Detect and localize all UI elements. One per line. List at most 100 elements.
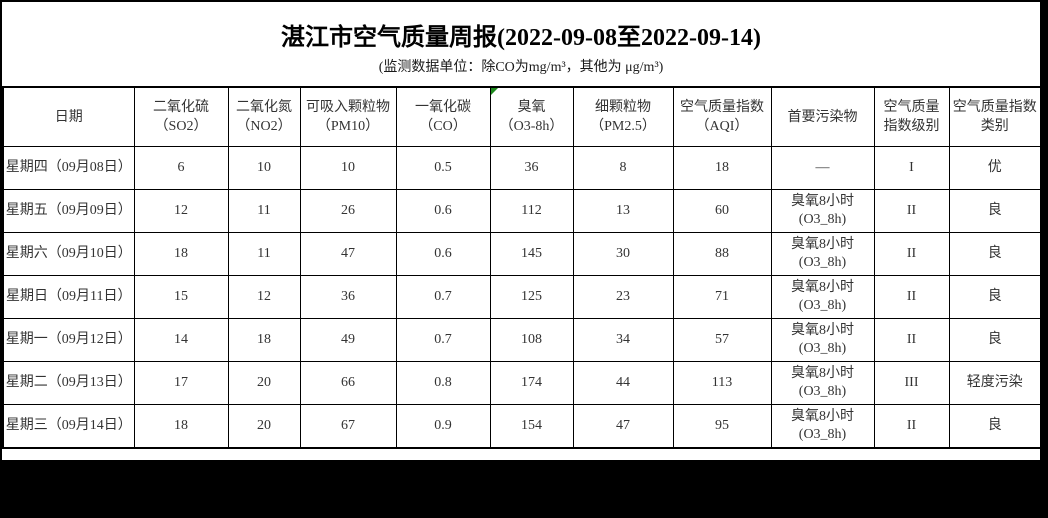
cell-line: (O3_8h) <box>798 341 847 356</box>
cell-line: 首要污染物 <box>787 109 858 125</box>
table-row: 星期日（09月11日） 15 12 36 0.7 125 23 71 臭氧8小时 (O3_8h) I… <box>2 275 1042 319</box>
header-cell-level: 空气质量 指数级别 <box>873 86 950 147</box>
cell-line: 日期 <box>54 109 83 125</box>
cell-pollutant: 臭氧8小时 (O3_8h) <box>770 232 875 276</box>
cell-line: 空气质量 <box>883 100 940 115</box>
cell-so2: 17 <box>133 361 229 405</box>
cell-line: (O3_8h) <box>798 255 847 270</box>
report-title: 湛江市空气质量周报(2022-09-08至2022-09-14) <box>281 25 761 51</box>
report-table: 日期 二氧化硫 （SO2） 二氧化氮 （NO2） 可吸入颗粒物 （PM10） 一氧化碳 （CO）… <box>2 86 1042 449</box>
cell-line: 臭氧8小时 <box>791 409 854 424</box>
table-row: 星期二（09月13日） 17 20 66 0.8 174 44 113 臭氧8小时 (O3_8h)… <box>2 361 1042 405</box>
cell-pm10: 66 <box>299 361 397 405</box>
cell-line: 可吸入颗粒物 <box>306 100 390 115</box>
cell-pm10: 49 <box>299 318 397 362</box>
cell-o3: 154 <box>489 404 574 449</box>
cell-o3: 125 <box>489 275 574 319</box>
cell-pm25: 47 <box>572 404 674 449</box>
cell-so2: 14 <box>133 318 229 362</box>
cell-co: 0.6 <box>395 232 491 276</box>
cell-co: 0.9 <box>395 404 491 449</box>
cell-line: 臭氧8小时 <box>791 366 854 381</box>
cell-level: III <box>873 361 950 405</box>
cell-level: II <box>873 404 950 449</box>
cell-pollutant: 臭氧8小时 (O3_8h) <box>770 189 875 233</box>
cell-level: II <box>873 232 950 276</box>
report-subtitle: (监测数据单位：除CO为mg/m³，其他为 μg/m³) <box>378 60 664 75</box>
cell-line: (O3_8h) <box>798 298 847 313</box>
cell-pm10: 10 <box>299 146 397 190</box>
header-cell-pm10: 可吸入颗粒物 （PM10） <box>299 86 397 147</box>
cell-no2: 11 <box>227 189 301 233</box>
cell-line: 指数级别 <box>883 119 940 134</box>
cell-category: 轻度污染 <box>948 361 1042 405</box>
cell-pm25: 34 <box>572 318 674 362</box>
cell-line: 臭氧 <box>517 100 546 115</box>
cell-pm25: 8 <box>572 146 674 190</box>
cell-category: 优 <box>948 146 1042 190</box>
cell-date: 星期六（09月10日） <box>2 232 135 276</box>
cell-pm25: 44 <box>572 361 674 405</box>
cell-line: 细颗粒物 <box>595 100 651 115</box>
cell-aqi: 60 <box>672 189 772 233</box>
error-indicator-icon <box>491 88 498 95</box>
cell-line: 一氧化碳 <box>415 100 471 115</box>
cell-pm25: 30 <box>572 232 674 276</box>
cell-level: II <box>873 189 950 233</box>
cell-pollutant: 臭氧8小时 (O3_8h) <box>770 361 875 405</box>
cell-date: 星期三（09月14日） <box>2 404 135 449</box>
cell-date: 星期日（09月11日） <box>2 275 135 319</box>
cell-aqi: 57 <box>672 318 772 362</box>
cell-so2: 6 <box>133 146 229 190</box>
header-cell-category: 空气质量指数 类别 <box>948 86 1042 147</box>
cell-co: 0.6 <box>395 189 491 233</box>
cell-pm10: 67 <box>299 404 397 449</box>
cell-so2: 18 <box>133 404 229 449</box>
cell-so2: 18 <box>133 232 229 276</box>
cell-co: 0.8 <box>395 361 491 405</box>
cell-line: （PM10） <box>316 119 380 134</box>
cell-date: 星期五（09月09日） <box>2 189 135 233</box>
cell-line: （CO） <box>419 119 467 134</box>
cell-line: （O3-8h） <box>499 119 564 134</box>
cell-line: 类别 <box>980 119 1009 134</box>
cell-no2: 12 <box>227 275 301 319</box>
cell-no2: 20 <box>227 404 301 449</box>
cell-pm10: 36 <box>299 275 397 319</box>
cell-pollutant: 臭氧8小时 (O3_8h) <box>770 404 875 449</box>
cell-so2: 15 <box>133 275 229 319</box>
cell-aqi: 88 <box>672 232 772 276</box>
cell-line: (O3_8h) <box>798 212 847 227</box>
cell-category: 良 <box>948 275 1042 319</box>
cell-pm10: 47 <box>299 232 397 276</box>
header-cell-o3: 臭氧 （O3-8h） <box>489 86 574 147</box>
cell-category: 良 <box>948 318 1042 362</box>
cell-level: I <box>873 146 950 190</box>
report-table-body: 星期四（09月08日） 6 10 10 0.5 36 8 18— I 优星期五（09月09日） 12… <box>2 146 1042 449</box>
cell-line: 臭氧8小时 <box>791 194 854 209</box>
cell-line: (O3_8h) <box>798 427 847 442</box>
cell-o3: 145 <box>489 232 574 276</box>
cell-line: 臭氧8小时 <box>791 237 854 252</box>
cell-o3: 112 <box>489 189 574 233</box>
cell-line: 二氧化硫 <box>153 100 209 115</box>
cell-category: 良 <box>948 404 1042 449</box>
cell-no2: 20 <box>227 361 301 405</box>
cell-no2: 11 <box>227 232 301 276</box>
cell-o3: 36 <box>489 146 574 190</box>
cell-so2: 12 <box>133 189 229 233</box>
cell-aqi: 18 <box>672 146 772 190</box>
header-cell-no2: 二氧化氮 （NO2） <box>227 86 301 147</box>
cell-level: II <box>873 275 950 319</box>
cell-pm10: 26 <box>299 189 397 233</box>
cell-line: （PM2.5） <box>590 119 656 134</box>
cell-category: 良 <box>948 232 1042 276</box>
header-cell-pollutant: 首要污染物 <box>770 86 875 147</box>
cell-pollutant: 臭氧8小时 (O3_8h) <box>770 275 875 319</box>
cell-line: （NO2） <box>236 119 292 134</box>
cell-line: （SO2） <box>154 119 208 134</box>
cell-category: 良 <box>948 189 1042 233</box>
header-cell-so2: 二氧化硫 （SO2） <box>133 86 229 147</box>
cell-line: 空气质量指数 <box>952 100 1037 115</box>
